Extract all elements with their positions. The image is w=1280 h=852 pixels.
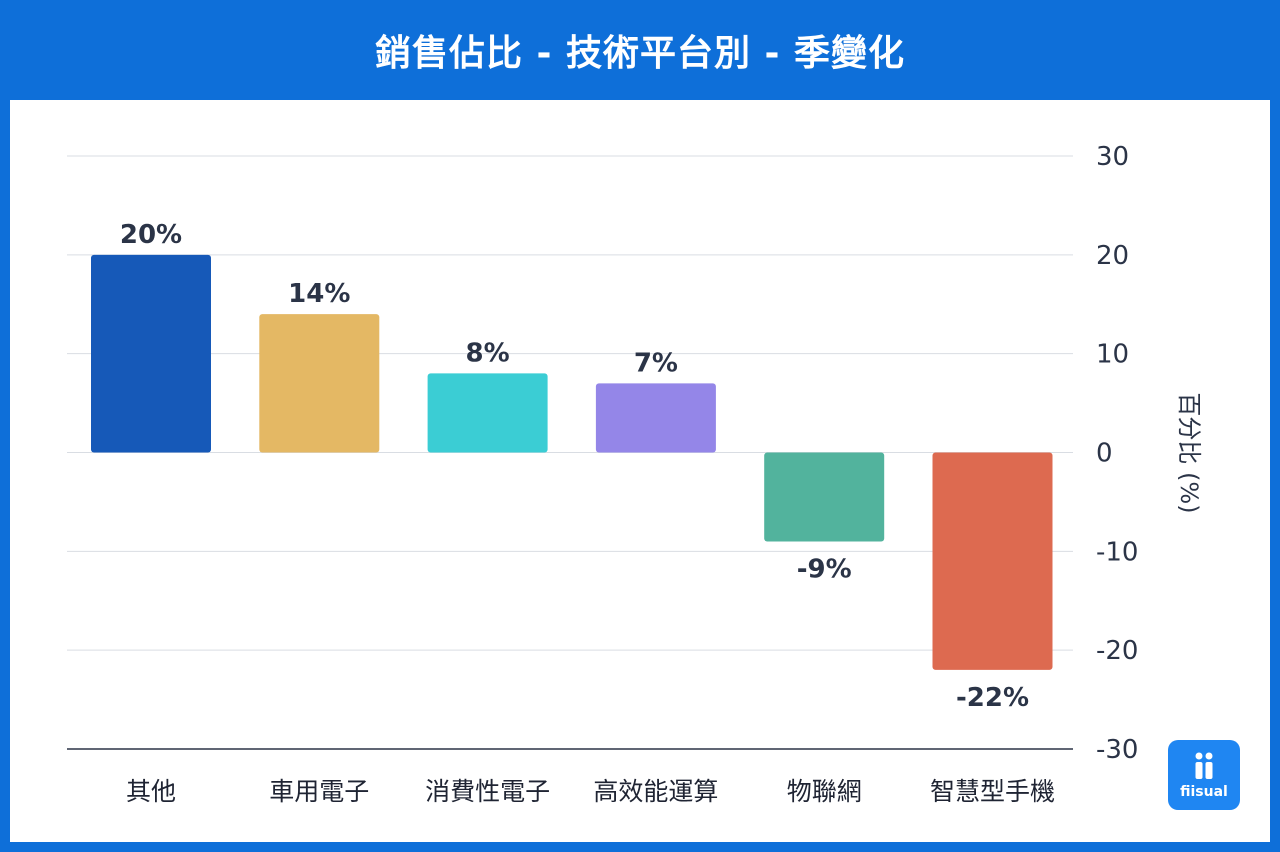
x-tick-label: 其他 [126,777,176,806]
y-tick-label: 30 [1096,142,1129,172]
fiisual-logo: fiisual [1168,740,1240,810]
data-label: -9% [797,554,852,584]
x-tick-label: 車用電子 [269,777,369,806]
data-label: 14% [288,279,350,309]
y-tick-label: -30 [1096,735,1138,765]
bar [259,314,380,453]
data-label: -22% [956,683,1029,713]
y-tick-label: 10 [1096,340,1129,370]
bar [595,383,716,453]
bar [91,254,211,453]
y-tick-label: 20 [1096,241,1129,271]
header: 銷售佔比 - 技術平台別 - 季變化 [0,0,1280,100]
chart-panel: 30 20 10 0 -10 -20 -30 百分比 (%) 20% 其他 14% 車用電子 8% 消費性… [10,100,1270,842]
x-tick-label: 消費性電子 [425,777,550,806]
bar-chart: 30 20 10 0 -10 -20 -30 百分比 (%) 20% 其他 14% 車用電子 8% 消費性… [67,142,1203,806]
x-tick-label: 高效能運算 [593,777,718,806]
x-tick-label: 智慧型手機 [930,777,1055,806]
data-label: 7% [634,348,678,378]
logo-text: fiisual [1180,783,1228,800]
x-tick-label: 物聯網 [787,777,862,806]
y-axis-title: 百分比 (%) [1175,392,1203,513]
y-tick-label: -10 [1096,537,1138,567]
data-label: 8% [466,338,510,368]
bar [764,452,885,542]
fiisual-logo-icon [1195,752,1213,779]
y-tick-label: -20 [1096,636,1138,666]
data-label: 20% [120,220,182,250]
bar [427,373,548,453]
y-tick-label: 0 [1096,439,1113,469]
bar [932,452,1053,670]
chart-title: 銷售佔比 - 技術平台別 - 季變化 [374,33,906,74]
